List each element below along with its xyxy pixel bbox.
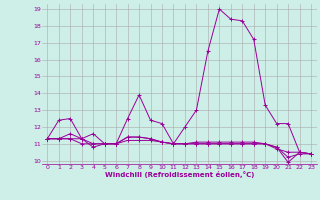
X-axis label: Windchill (Refroidissement éolien,°C): Windchill (Refroidissement éolien,°C): [105, 171, 254, 178]
